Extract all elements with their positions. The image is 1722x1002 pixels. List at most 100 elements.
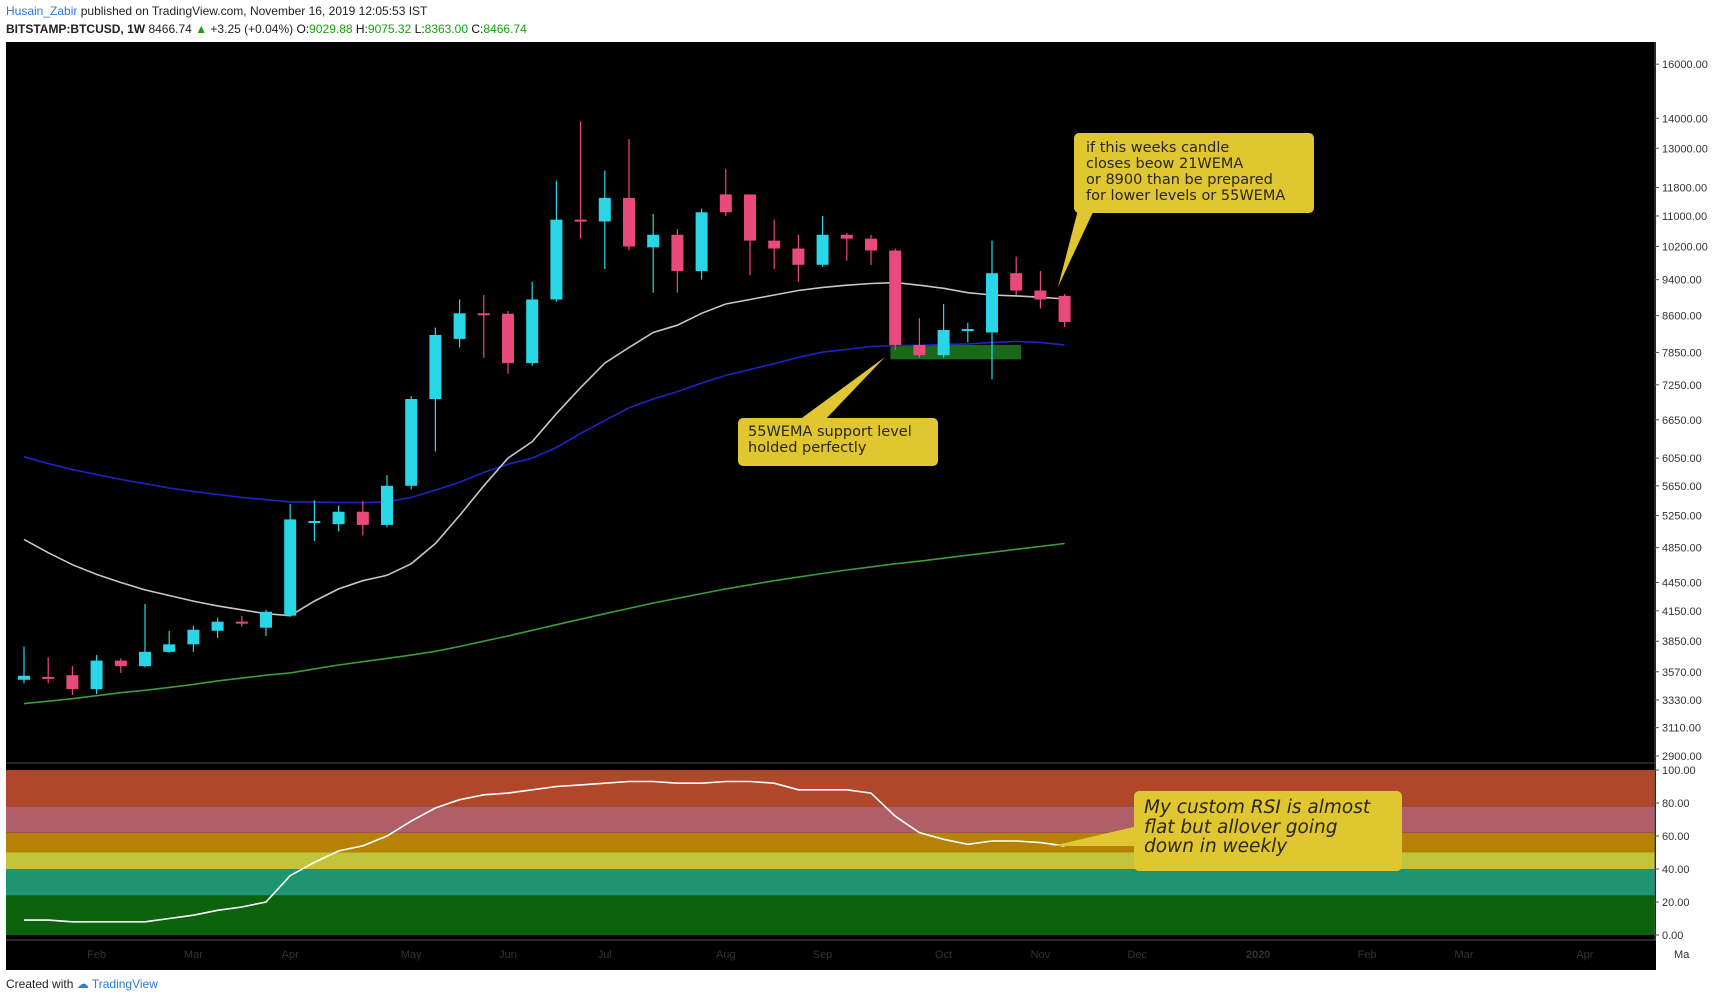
candle-up — [598, 170, 611, 269]
candle-down — [477, 294, 490, 358]
callout-wema-warning[interactable]: if this weeks candle closes beow 21WEMA … — [1074, 133, 1314, 213]
candle-body — [332, 511, 345, 525]
candle-body — [42, 676, 55, 679]
candle-body — [163, 644, 176, 652]
time-axis-label: Ma — [1674, 949, 1690, 961]
time-axis-label: Oct — [935, 949, 952, 961]
candle-down — [623, 139, 635, 251]
candle-body — [695, 212, 708, 272]
candle-down — [356, 501, 369, 536]
callout-line: closes beow 21WEMA — [1086, 156, 1244, 172]
tradingview-brand-link[interactable]: TradingView — [91, 977, 158, 991]
candle-down — [1034, 271, 1047, 309]
candle-body — [453, 313, 466, 339]
candle-up — [695, 208, 708, 280]
price-axis-label: 9400.00 — [1662, 275, 1702, 287]
callout-line: if this weeks candle — [1086, 140, 1230, 156]
price-pane — [18, 121, 1071, 705]
price-axis-label: 3850.00 — [1662, 636, 1702, 648]
candle-up — [139, 604, 151, 668]
candle-body — [986, 273, 998, 333]
open-value: 9029.88 — [309, 22, 353, 36]
time-axis-label: Apr — [282, 949, 299, 961]
price-axis-label: 3110.00 — [1662, 723, 1701, 735]
candle-down — [235, 615, 248, 627]
callout-support-level[interactable]: 55WEMA support level holded perfectly — [738, 418, 938, 466]
candle-down — [719, 169, 732, 216]
candle-up — [308, 500, 321, 542]
rsi-axis-label: 80.00 — [1662, 798, 1690, 810]
candle-body — [719, 194, 732, 213]
candle-body — [744, 194, 756, 241]
callout-rsi-note[interactable]: My custom RSI is almost flat but allover… — [1134, 791, 1402, 871]
candle-up — [550, 180, 563, 302]
price-axis-label: 4850.00 — [1662, 543, 1702, 555]
callout-line: or 8900 than be prepared — [1086, 172, 1273, 188]
candle-up — [405, 396, 418, 490]
time-axis-label: May — [401, 949, 422, 961]
candle-down — [840, 232, 853, 261]
candle-body — [429, 334, 442, 400]
time-axis-label: Jul — [598, 949, 612, 961]
candle-down — [792, 234, 805, 282]
candle-body — [477, 313, 490, 316]
rsi-axis[interactable]: 0.00 20.00 40.00 60.00 80.00 100.00 — [1655, 765, 1696, 942]
ema55-line — [23, 340, 1065, 504]
candle-down — [768, 219, 781, 269]
price-axis-label: 11000.00 — [1662, 211, 1707, 223]
candle-body — [961, 329, 974, 332]
time-axis-label: 2020 — [1246, 949, 1270, 961]
candle-body — [211, 621, 224, 631]
time-axis-label: Aug — [716, 949, 736, 961]
callout-pointer-rsi — [1052, 826, 1138, 846]
candle-up — [647, 214, 660, 293]
candle-body — [816, 234, 829, 265]
candle-down — [865, 234, 877, 265]
rsi-pane — [24, 780, 1065, 923]
rsi-axis-label: 0.00 — [1662, 930, 1683, 942]
callout-line: My custom RSI is almost — [1144, 797, 1371, 818]
candle-down — [502, 310, 514, 374]
price-axis-label: 2900.00 — [1662, 751, 1702, 763]
price-axis-label: 4450.00 — [1662, 578, 1702, 590]
rsi-band — [6, 806, 1655, 833]
author-link[interactable]: Husain_Zabir — [6, 4, 78, 18]
callout-pointer-support — [795, 357, 885, 423]
symbol-label[interactable]: BITSTAMP:BTCUSD, 1W — [6, 22, 146, 36]
published-text: published on TradingView.com, November 1… — [80, 4, 428, 18]
candle-up — [429, 327, 442, 452]
time-axis-label: Mar — [1454, 949, 1473, 961]
candle-up — [211, 617, 224, 639]
time-axis-label: Nov — [1031, 949, 1051, 961]
callout-line: for lower levels or 55WEMA — [1086, 188, 1286, 204]
open-label: O: — [296, 22, 310, 36]
price-axis[interactable]: 2900.00 3110.00 3330.00 3570.00 3850.00 4150.… — [1655, 59, 1708, 763]
time-axis[interactable]: Feb Mar Apr May Jun Jul Aug Sep Oct Nov Dec 2020 Feb… — [87, 949, 1690, 961]
candle-body — [768, 240, 781, 249]
rsi-band — [6, 832, 1655, 853]
chart-publish-info: Husain_Zabir published on TradingView.co… — [6, 4, 427, 18]
created-with-text: Created with — [6, 977, 74, 991]
time-axis-label: Jun — [499, 949, 517, 961]
candle-body — [502, 313, 514, 364]
rsi-axis-label: 20.00 — [1662, 897, 1690, 909]
time-axis-label: Dec — [1127, 949, 1147, 961]
price-axis-label: 13000.00 — [1662, 143, 1708, 155]
candle-up — [453, 299, 466, 348]
candle-body — [381, 485, 393, 525]
callout-pointers — [795, 210, 1138, 846]
candle-up — [163, 630, 176, 653]
price-change: +3.25 (+0.04%) — [210, 22, 294, 36]
candle-body — [1034, 290, 1047, 300]
candle-body — [260, 611, 272, 628]
rsi-axis-label: 40.00 — [1662, 864, 1690, 876]
candle-body — [356, 511, 369, 525]
candle-down — [1058, 293, 1071, 327]
candle-body — [598, 197, 611, 222]
candle-down — [744, 194, 756, 276]
candle-down — [1010, 256, 1023, 295]
close-label: C: — [471, 22, 484, 36]
time-axis-label: Feb — [87, 949, 106, 961]
rsi-band — [6, 770, 1655, 807]
